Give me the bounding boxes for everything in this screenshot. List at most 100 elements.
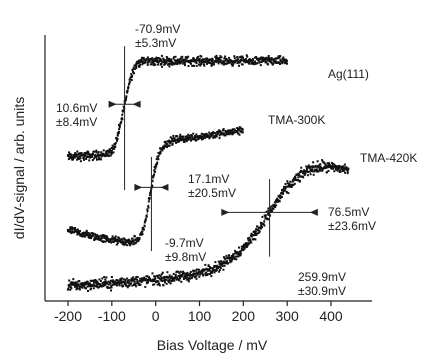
data-point-series-2 bbox=[177, 275, 180, 277]
data-point-series-0 bbox=[279, 55, 282, 58]
data-point-series-1 bbox=[213, 136, 216, 139]
data-point-series-2 bbox=[114, 281, 117, 284]
data-point-series-1 bbox=[226, 130, 229, 133]
data-point-series-2 bbox=[339, 170, 342, 173]
data-point-series-0 bbox=[143, 58, 145, 61]
data-point-series-0 bbox=[112, 147, 114, 150]
data-point-series-0 bbox=[272, 63, 275, 66]
data-point-series-1 bbox=[231, 128, 234, 131]
data-point-series-1 bbox=[204, 134, 207, 137]
data-point-series-1 bbox=[70, 232, 73, 235]
data-point-series-2 bbox=[78, 280, 81, 282]
data-point-series-0 bbox=[108, 150, 111, 153]
data-point-series-1 bbox=[72, 231, 75, 234]
data-point-series-2 bbox=[173, 279, 176, 282]
data-point-series-2 bbox=[203, 268, 206, 271]
data-point-series-2 bbox=[118, 281, 121, 284]
data-point-series-1 bbox=[208, 137, 211, 140]
data-point-series-2 bbox=[269, 214, 272, 217]
data-point-series-0 bbox=[237, 58, 240, 61]
data-point-series-1 bbox=[125, 239, 128, 242]
data-point-series-1 bbox=[217, 132, 220, 135]
data-point-series-1 bbox=[190, 139, 192, 142]
data-point-series-0 bbox=[75, 155, 78, 158]
data-point-series-0 bbox=[199, 64, 202, 67]
data-point-series-1 bbox=[93, 236, 96, 239]
data-point-series-0 bbox=[279, 63, 281, 65]
data-point-series-0 bbox=[107, 155, 110, 157]
data-point-series-1 bbox=[94, 234, 97, 237]
data-point-series-0 bbox=[238, 56, 241, 59]
data-point-series-1 bbox=[199, 134, 202, 137]
data-point-series-0 bbox=[85, 151, 88, 154]
data-point-series-2 bbox=[305, 169, 308, 172]
data-point-series-0 bbox=[126, 89, 129, 92]
data-point-series-2 bbox=[209, 270, 212, 273]
data-point-series-1 bbox=[221, 133, 224, 136]
data-point-series-2 bbox=[326, 166, 329, 169]
data-point-series-1 bbox=[76, 228, 79, 231]
data-point-series-0 bbox=[116, 138, 119, 141]
data-point-series-2 bbox=[186, 271, 189, 274]
data-point-series-2 bbox=[273, 201, 276, 204]
data-point-series-2 bbox=[189, 277, 192, 280]
data-point-series-0 bbox=[88, 153, 91, 156]
data-point-series-2 bbox=[130, 279, 133, 282]
data-point-series-2 bbox=[252, 238, 254, 241]
data-point-series-0 bbox=[83, 158, 85, 161]
data-point-series-1 bbox=[110, 241, 113, 244]
data-point-series-2 bbox=[136, 278, 138, 281]
data-point-series-2 bbox=[199, 273, 202, 276]
data-point-series-2 bbox=[104, 281, 106, 284]
data-point-series-2 bbox=[142, 277, 145, 280]
data-point-series-0 bbox=[223, 57, 226, 60]
data-point-series-2 bbox=[219, 267, 222, 270]
data-point-series-2 bbox=[300, 166, 303, 169]
data-point-series-0 bbox=[254, 56, 256, 59]
data-point-series-2 bbox=[324, 163, 327, 166]
data-point-series-2 bbox=[284, 187, 287, 190]
data-point-series-0 bbox=[211, 58, 214, 61]
data-point-series-0 bbox=[240, 59, 243, 62]
data-point-series-2 bbox=[88, 285, 91, 288]
data-point-series-2 bbox=[334, 168, 337, 171]
data-point-series-1 bbox=[104, 235, 107, 238]
x-tick-label: 300 bbox=[275, 308, 299, 324]
data-point-series-1 bbox=[177, 137, 180, 140]
data-point-series-0 bbox=[67, 154, 70, 157]
data-point-series-0 bbox=[260, 61, 263, 63]
data-point-series-2 bbox=[158, 283, 161, 286]
data-point-series-1 bbox=[141, 226, 144, 229]
data-point-series-2 bbox=[163, 279, 166, 282]
data-point-series-0 bbox=[187, 65, 190, 68]
data-point-series-1 bbox=[74, 230, 77, 233]
data-point-series-2 bbox=[171, 280, 174, 282]
data-point-series-0 bbox=[268, 58, 271, 61]
data-point-series-2 bbox=[209, 267, 212, 270]
data-point-series-2 bbox=[261, 215, 264, 218]
data-point-series-2 bbox=[311, 166, 314, 169]
data-point-series-0 bbox=[79, 155, 82, 158]
data-point-series-0 bbox=[152, 61, 155, 64]
data-point-series-0 bbox=[132, 66, 135, 69]
data-point-series-2 bbox=[246, 245, 249, 248]
data-point-series-0 bbox=[176, 63, 179, 66]
data-point-series-1 bbox=[112, 241, 115, 243]
data-point-series-2 bbox=[287, 192, 290, 195]
data-point-series-1 bbox=[146, 208, 149, 211]
data-point-series-0 bbox=[241, 63, 244, 66]
data-point-series-2 bbox=[313, 170, 316, 173]
data-point-series-2 bbox=[296, 173, 299, 176]
data-point-series-0 bbox=[76, 150, 79, 153]
data-point-series-0 bbox=[277, 56, 280, 59]
data-point-series-0 bbox=[138, 66, 141, 68]
data-point-series-1 bbox=[133, 238, 136, 241]
data-point-series-0 bbox=[114, 143, 117, 146]
annotation-tma420-center: 259.9mV ±30.9mV bbox=[298, 270, 346, 298]
data-point-series-2 bbox=[110, 284, 113, 287]
data-point-series-0 bbox=[224, 62, 226, 65]
step-width-arrow-left-1 bbox=[134, 183, 143, 191]
step-width-arrow-right-1 bbox=[160, 183, 169, 191]
data-point-series-2 bbox=[143, 276, 146, 279]
data-point-series-0 bbox=[220, 56, 223, 59]
